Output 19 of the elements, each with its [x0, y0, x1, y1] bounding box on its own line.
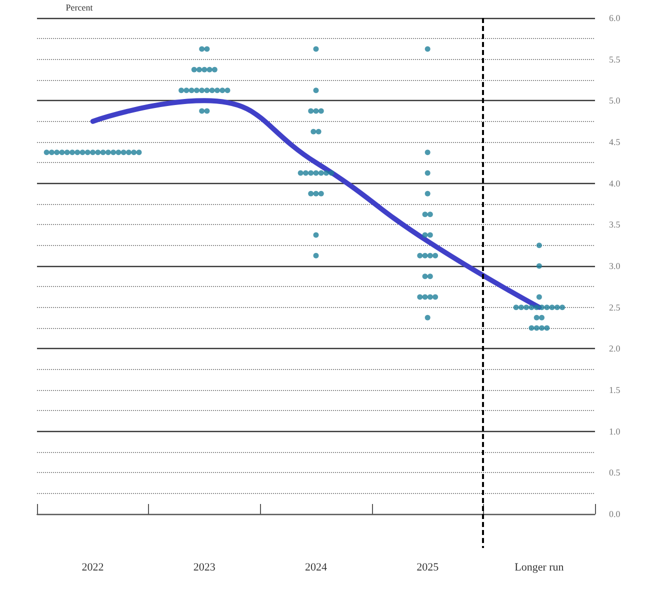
y-tick-label: 5.5: [609, 54, 621, 64]
x-tick-label: Longer run: [514, 562, 564, 574]
y-tick-label: 5.0: [609, 96, 621, 106]
y-tick-label: 0.0: [609, 509, 621, 519]
y-tick-label: 6.0: [609, 13, 621, 23]
y-tick-label: 1.5: [609, 385, 621, 395]
y-tick-label: 1.0: [609, 426, 621, 436]
x-tick-label: 2022: [82, 562, 104, 574]
y-tick-label: 4.0: [609, 178, 621, 188]
y-tick-label: 0.5: [609, 468, 621, 478]
x-tick-label: 2025: [416, 562, 440, 574]
y-tick-label: 3.0: [609, 261, 621, 271]
y-tick-label: 2.0: [609, 344, 621, 354]
x-tick-label: 2024: [305, 562, 328, 574]
y-axis-title: Percent: [66, 2, 94, 12]
y-tick-label: 3.5: [609, 220, 621, 230]
x-tick-label: 2023: [193, 562, 216, 574]
y-tick-label: 2.5: [609, 302, 621, 312]
y-tick-label: 4.5: [609, 137, 621, 147]
